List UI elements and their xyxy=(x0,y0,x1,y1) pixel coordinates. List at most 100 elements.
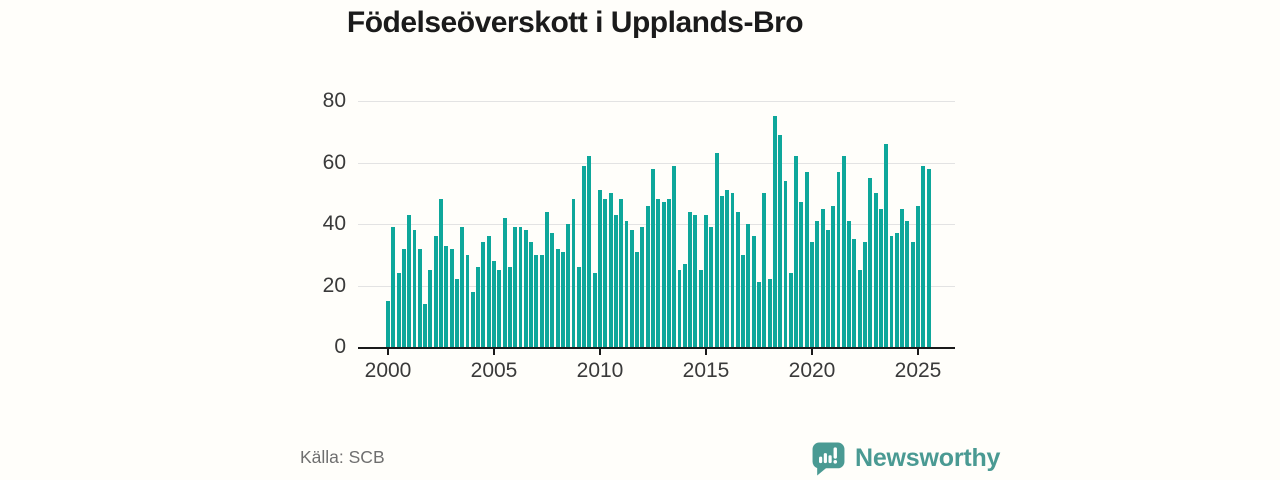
bar-quarter-2017q4 xyxy=(762,193,767,347)
bar-quarter-2003q2 xyxy=(454,279,459,347)
bar-quarter-2021q1 xyxy=(831,205,836,347)
bar-quarter-2015q2 xyxy=(709,227,714,347)
bar-quarter-2023q2 xyxy=(878,208,883,347)
bar-quarter-2011q1 xyxy=(619,199,624,347)
bar-quarter-2013q4 xyxy=(677,270,682,347)
bar-quarter-2025q1 xyxy=(916,205,920,347)
bar-quarter-2001q2 xyxy=(412,230,417,347)
x-tick-2020 xyxy=(811,349,813,355)
bar-quarter-2005q3 xyxy=(502,217,507,347)
bar-quarter-2014q2 xyxy=(688,211,693,347)
bar-quarter-2022q1 xyxy=(852,239,857,347)
bar-quarter-2007q2 xyxy=(539,254,544,347)
bar-quarter-2015q4 xyxy=(719,196,724,347)
bar-quarter-2004q3 xyxy=(481,242,486,347)
bar-quarter-2010q2 xyxy=(603,199,608,347)
bar-quarter-2020q1 xyxy=(810,242,814,347)
bar-quarter-2005q2 xyxy=(497,270,502,347)
newsworthy-logo-text: Newsworthy xyxy=(855,444,1001,472)
x-axis-label-2005: 2005 xyxy=(470,359,518,382)
bar-quarter-2009q3 xyxy=(587,156,592,347)
bar-quarter-2018q4 xyxy=(783,180,788,347)
bar-quarter-2010q3 xyxy=(608,193,613,347)
plot-area: 2000 2005 2010 2015 2020 2025 xyxy=(358,101,955,382)
x-tick-2000 xyxy=(387,349,389,355)
bar-quarter-2021q4 xyxy=(847,220,852,347)
bar-quarter-2011q2 xyxy=(624,220,629,347)
bar-quarter-2007q3 xyxy=(545,211,549,347)
bar-quarter-2010q1 xyxy=(598,190,602,347)
y-axis-label-60: 60 xyxy=(322,150,346,174)
bar-quarter-2009q1 xyxy=(576,267,581,347)
bar-quarter-2006q3 xyxy=(523,230,528,347)
bar-quarter-2018q2 xyxy=(772,116,777,347)
chart-area: 2000 2005 2010 2015 2020 2025 0 20 40 60 80 xyxy=(300,89,960,401)
bar-quarter-2023q4 xyxy=(889,236,894,347)
bar-quarter-2006q4 xyxy=(529,242,534,347)
page-title: Födelseöverskott i Upplands-Bro xyxy=(346,6,804,39)
newsworthy-logo-icon xyxy=(812,442,845,475)
bar-quarter-2004q2 xyxy=(476,267,481,347)
x-axis-label-2015: 2015 xyxy=(682,359,730,382)
bar-quarter-2014q3 xyxy=(693,214,698,347)
bar-quarter-2021q2 xyxy=(836,171,841,347)
bar-quarter-2008q4 xyxy=(571,199,576,347)
bar-quarter-2020q4 xyxy=(825,230,830,347)
bar-quarter-2008q2 xyxy=(560,251,565,347)
bar-quarter-2012q1 xyxy=(640,227,645,347)
bar-quarter-2012q4 xyxy=(656,199,661,347)
bar-quarter-2010q4 xyxy=(613,214,618,347)
bar-quarter-2000q2 xyxy=(391,227,396,347)
bar-quarter-2011q3 xyxy=(629,230,634,347)
bar-quarter-2000q3 xyxy=(396,273,401,347)
bar-quarter-2012q3 xyxy=(651,168,655,347)
bar-quarter-2022q4 xyxy=(868,177,873,347)
y-axis-label-20: 20 xyxy=(322,273,346,297)
bar-quarter-2005q1 xyxy=(492,260,496,347)
x-axis-label-2000: 2000 xyxy=(364,359,412,382)
bar-quarter-2003q1 xyxy=(449,248,454,347)
x-axis-label-2020: 2020 xyxy=(788,359,836,382)
bar-quarter-2014q1 xyxy=(682,263,687,347)
bar-quarter-2017q3 xyxy=(757,282,761,347)
bar-quarter-2019q4 xyxy=(804,171,809,347)
bar-quarter-2003q3 xyxy=(460,227,465,347)
bar-quarter-2013q1 xyxy=(661,202,666,347)
bar-quarter-2007q4 xyxy=(550,233,555,347)
bar-quarter-2014q4 xyxy=(698,270,703,347)
bar-quarter-2006q1 xyxy=(513,227,518,347)
x-axis-baseline xyxy=(358,347,955,349)
source-note: Källa: SCB xyxy=(300,447,385,467)
bar-quarter-2001q3 xyxy=(417,248,422,347)
bar-quarter-2017q2 xyxy=(751,236,756,347)
bar-quarter-2012q2 xyxy=(645,205,650,347)
bar-quarter-2005q4 xyxy=(507,267,512,347)
bar-quarter-2024q2 xyxy=(900,208,905,347)
x-tick-2010 xyxy=(599,349,601,355)
bar-quarter-2025q2 xyxy=(921,165,926,347)
bar-quarter-2013q3 xyxy=(672,165,677,347)
bar-quarter-2009q4 xyxy=(592,273,597,347)
bar-quarter-2017q1 xyxy=(746,224,751,347)
bar-quarter-2023q1 xyxy=(873,193,878,347)
bar-quarter-2018q3 xyxy=(778,134,783,347)
bar-quarter-2016q3 xyxy=(735,211,740,347)
bar-quarter-2024q4 xyxy=(910,242,915,347)
x-tick-2025 xyxy=(917,349,919,355)
bar-quarter-2015q3 xyxy=(714,153,719,347)
bar-quarter-2021q3 xyxy=(841,156,846,347)
bar-quarter-2018q1 xyxy=(767,279,772,347)
bar-quarter-2003q4 xyxy=(465,254,470,347)
bar-quarter-2007q1 xyxy=(534,254,539,347)
bar-quarter-2006q2 xyxy=(518,227,523,347)
bar-quarter-2016q1 xyxy=(725,190,730,347)
x-axis-label-2025: 2025 xyxy=(894,359,942,382)
bar-quarter-2008q1 xyxy=(555,248,560,347)
bar-quarter-2000q1 xyxy=(386,300,390,347)
bar-quarter-2000q4 xyxy=(401,248,406,347)
bar-quarter-2001q1 xyxy=(407,214,412,347)
bar-quarter-2020q3 xyxy=(820,208,825,347)
bar-quarter-2002q3 xyxy=(439,199,443,347)
y-axis-label-40: 40 xyxy=(322,212,346,235)
